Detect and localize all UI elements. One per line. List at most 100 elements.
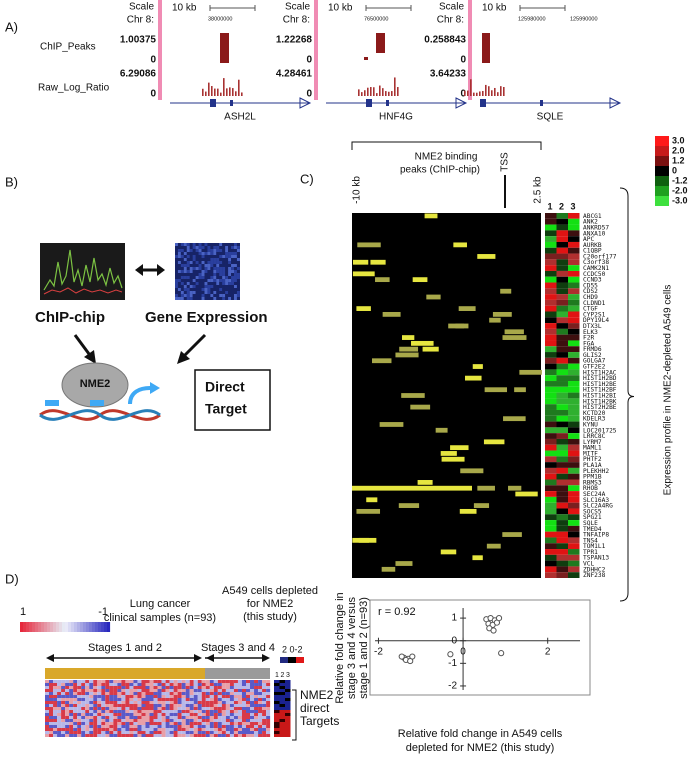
gene-label: GTF2E2 — [583, 364, 606, 371]
sample-cell — [250, 698, 255, 701]
expression-cell — [556, 444, 568, 451]
sample-cell — [193, 719, 198, 722]
expr-pixel — [228, 291, 232, 294]
sample-cell — [189, 695, 194, 698]
sample-cell — [209, 713, 214, 716]
sample-cell — [53, 686, 58, 689]
sample-cell — [262, 716, 267, 719]
sample-cell — [169, 734, 174, 737]
sample-cell — [77, 683, 82, 686]
expr-pixel — [192, 249, 196, 252]
sample-cell — [225, 695, 230, 698]
peak-segment — [458, 306, 476, 311]
sample-cell — [133, 707, 138, 710]
expr-pixel — [213, 294, 217, 297]
scale-text: 10 kb — [328, 3, 353, 14]
sample-cell — [89, 686, 94, 689]
sample-cell — [73, 689, 78, 692]
expression-cell — [568, 496, 580, 503]
sample-cell — [85, 731, 90, 734]
sample-cell — [125, 710, 130, 713]
ratio-bar — [385, 91, 387, 96]
expr-pixel — [189, 252, 193, 255]
expr-pixel — [195, 249, 199, 252]
expression-cell — [568, 398, 580, 405]
sample-cell — [97, 731, 102, 734]
sample-cell — [53, 710, 58, 713]
sample-cell — [237, 728, 242, 731]
target-cell — [285, 686, 291, 689]
sample-cell — [254, 728, 259, 731]
sample-cell — [165, 707, 170, 710]
sample-cell — [73, 710, 78, 713]
sample-cell — [109, 710, 114, 713]
target-cell — [274, 707, 280, 710]
expr-pixel — [236, 282, 240, 285]
sample-cell — [81, 683, 86, 686]
expr-pixel — [204, 288, 208, 291]
expr-pixel — [225, 243, 229, 246]
sample-cell — [153, 683, 158, 686]
peak-segment — [472, 364, 483, 369]
expression-cell — [568, 520, 580, 526]
peak-segment — [422, 346, 439, 352]
peak-segment — [375, 277, 390, 283]
colorbar-step — [26, 622, 30, 632]
gene-label: SLC2A4RG — [583, 503, 613, 510]
sample-cell — [233, 704, 238, 707]
sample-cell — [81, 710, 86, 713]
expr-pixel — [228, 243, 232, 246]
target-cell — [279, 734, 285, 737]
colorbar-label: 1 — [20, 606, 26, 618]
sample-cell — [117, 734, 122, 737]
sample-cell — [53, 680, 58, 683]
sample-cell — [266, 680, 271, 683]
expression-cell — [568, 427, 580, 434]
sample-cell — [165, 731, 170, 734]
sample-cell — [165, 734, 170, 737]
sample-cell — [258, 689, 263, 692]
sample-cell — [141, 686, 146, 689]
expr-pixel — [213, 243, 217, 246]
sample-cell — [197, 707, 202, 710]
sample-cell — [105, 704, 110, 707]
sample-cell — [169, 689, 174, 692]
column-label: 3 — [286, 672, 290, 679]
expression-cell — [568, 433, 580, 439]
sample-cell — [93, 728, 98, 731]
expression-cell — [556, 467, 568, 474]
gene-label: CCND3 — [583, 277, 602, 284]
expr-pixel — [195, 279, 199, 282]
sample-cell — [229, 704, 234, 707]
expr-pixel — [175, 279, 178, 282]
ratio-bar — [358, 89, 360, 96]
peak-bar — [376, 33, 385, 53]
sample-cell — [177, 707, 182, 710]
expr-pixel — [186, 288, 190, 291]
sample-cell — [93, 692, 98, 695]
expr-pixel — [207, 285, 211, 288]
expr-pixel — [210, 276, 214, 279]
sample-cell — [149, 731, 154, 734]
sample-cell — [149, 734, 154, 737]
sample-cell — [221, 725, 226, 728]
sample-cell — [97, 698, 102, 701]
sample-cell — [173, 716, 178, 719]
expression-cell — [545, 369, 557, 376]
sample-cell — [169, 698, 174, 701]
sample-cell — [113, 695, 118, 698]
sample-cell — [258, 731, 263, 734]
sample-cell — [262, 728, 267, 731]
sample-cell — [61, 722, 66, 725]
sample-cell — [185, 731, 190, 734]
sample-cell — [197, 698, 202, 701]
expr-pixel — [204, 264, 208, 267]
sample-cell — [89, 713, 94, 716]
column-label: 2 — [281, 672, 285, 679]
expr-pixel — [231, 258, 234, 261]
sample-cell — [117, 683, 122, 686]
sample-cell — [97, 707, 102, 710]
expr-pixel — [186, 294, 190, 297]
sample-cell — [193, 695, 198, 698]
gene-label: ZNF238 — [583, 572, 606, 579]
